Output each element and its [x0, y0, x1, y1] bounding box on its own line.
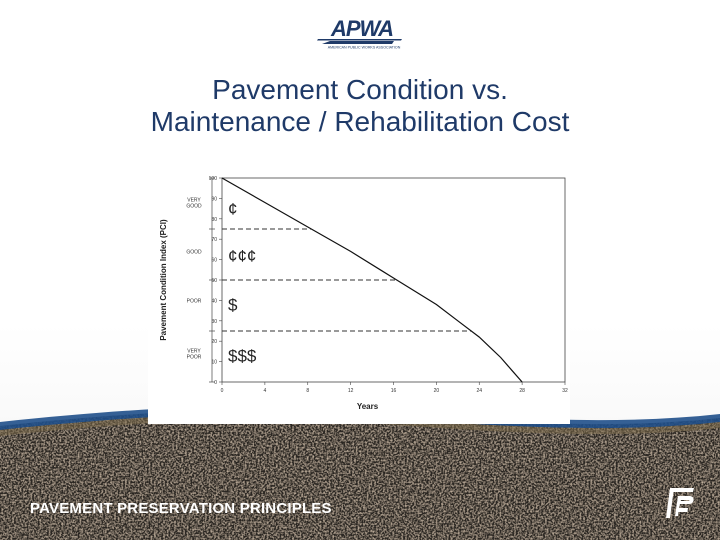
x-tick-label: 20 [434, 388, 440, 394]
cost-label: ¢¢¢ [228, 247, 256, 266]
x-tick-label: 0 [221, 388, 224, 394]
x-tick-label: 28 [519, 388, 525, 394]
chart-background [148, 156, 570, 424]
chart-axes: 0 10 20 30 40 50 60 70 80 90 100 0 4 8 12 16 20 24 28 32 [209, 176, 568, 394]
title-line-2: Maintenance / Rehabilitation Cost [150, 106, 570, 137]
pp-logo-icon [666, 488, 694, 518]
condition-band-label: VERY [187, 197, 201, 203]
logo-subtext: AMERICAN PUBLIC WORKS ASSOCIATION [328, 46, 401, 50]
cost-label: ¢ [228, 200, 237, 219]
y-tick-label: 80 [211, 217, 217, 223]
y-tick-label: 100 [209, 176, 218, 182]
y-tick-label: 90 [211, 196, 217, 202]
logo-wordmark: APWA [330, 16, 393, 41]
series-group [221, 177, 523, 383]
pci-chart-svg: 0 10 20 30 40 50 60 70 80 90 100 0 4 8 12 16 20 24 28 32 VE… [148, 156, 570, 424]
x-axis-label: Years [357, 402, 379, 411]
x-tick-label: 16 [391, 388, 397, 394]
pci-chart: 0 10 20 30 40 50 60 70 80 90 100 0 4 8 12 16 20 24 28 32 VE… [148, 156, 570, 424]
pci-curve-line [221, 177, 523, 383]
x-tick-label: 32 [562, 388, 568, 394]
x-tick-label: 8 [306, 388, 309, 394]
slide-title: Pavement Condition vs. Maintenance / Reh… [0, 74, 720, 138]
y-tick-label: 10 [211, 360, 217, 366]
y-tick-label: 60 [211, 258, 217, 264]
y-tick-label: 70 [211, 237, 217, 243]
cost-label: $$$ [228, 346, 257, 365]
condition-band-label: GOOD [186, 203, 202, 209]
title-line-1: Pavement Condition vs. [212, 74, 508, 105]
x-tick-label: 4 [263, 388, 266, 394]
x-tick-label: 24 [476, 388, 482, 394]
y-tick-label: 0 [214, 380, 217, 386]
cost-label: $ [228, 295, 238, 314]
x-tick-label: 12 [348, 388, 354, 394]
y-axis-label: Pavement Condition Index (PCI) [159, 219, 168, 341]
condition-band-label: GOOD [186, 249, 202, 255]
y-tick-label: 20 [211, 339, 217, 345]
threshold-lines [222, 228, 472, 332]
apwa-logo: APWA AMERICAN PUBLIC WORKS ASSOCIATION [317, 16, 402, 50]
condition-band-label: VERY [187, 348, 201, 354]
footer-title: PAVEMENT PRESERVATION PRINCIPLES [30, 500, 332, 517]
cost-labels: ¢¢¢¢$$$$ [228, 200, 257, 366]
condition-band-label: POOR [187, 354, 202, 360]
y-tick-label: 30 [211, 319, 217, 325]
y-tick-label: 40 [211, 298, 217, 304]
condition-band-label: POOR [187, 298, 202, 304]
y-tick-label: 50 [211, 278, 217, 284]
